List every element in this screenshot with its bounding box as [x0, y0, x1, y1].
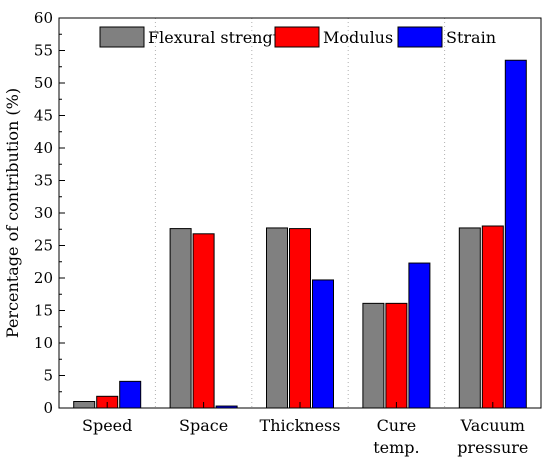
- legend-label: Flexural strength: [148, 28, 289, 47]
- legend-swatch: [274, 26, 320, 48]
- y-tick-label: 15: [34, 302, 53, 320]
- y-tick-label: 10: [34, 334, 53, 352]
- bar: [312, 279, 334, 409]
- y-tick-label: 45: [34, 107, 53, 125]
- y-tick-label: 35: [34, 172, 53, 190]
- bar: [481, 225, 504, 409]
- x-tick-label: Vacuum: [460, 416, 525, 435]
- legend: Flexural strength Modulus Strain: [99, 26, 496, 48]
- y-tick-label: 0: [43, 399, 53, 417]
- bar: [385, 302, 408, 409]
- bar: [192, 233, 215, 409]
- y-tick-label: 60: [34, 9, 53, 27]
- legend-swatch: [397, 26, 443, 48]
- bar: [289, 228, 311, 409]
- bar: [408, 262, 431, 409]
- x-tick-label: pressure: [457, 438, 528, 457]
- bar: [362, 302, 385, 409]
- x-tick-label: Speed: [82, 416, 132, 435]
- legend-label: Strain: [446, 28, 496, 47]
- bar: [169, 228, 192, 409]
- bar: [73, 401, 96, 409]
- bar: [266, 227, 288, 409]
- x-tick-label: Thickness: [260, 416, 341, 435]
- y-tick-label: 20: [34, 269, 53, 287]
- x-tick-label: temp.: [373, 438, 419, 457]
- grid-lines: [154, 18, 446, 408]
- x-axis: Speed Space Thickness Cure temp. Vacuum pressu…: [82, 402, 528, 457]
- y-axis: 0 5 10 15 20 25 30 35 40 45 50 55 60: [34, 9, 65, 417]
- y-tick-label: 30: [34, 204, 53, 222]
- y-axis-title: Percentage of contribution (%): [3, 88, 22, 338]
- legend-label: Modulus: [323, 28, 393, 47]
- bar: [458, 227, 481, 409]
- y-tick-label: 5: [43, 367, 53, 385]
- x-tick-label: Cure: [377, 416, 417, 435]
- x-tick-label: Space: [179, 416, 228, 435]
- bar: [119, 380, 142, 409]
- bars: [73, 59, 527, 409]
- y-tick-label: 40: [34, 139, 53, 157]
- y-tick-label: 50: [34, 74, 53, 92]
- y-tick-label: 55: [34, 42, 53, 60]
- legend-swatch: [99, 26, 145, 48]
- bar: [504, 59, 527, 409]
- y-tick-label: 25: [34, 237, 53, 255]
